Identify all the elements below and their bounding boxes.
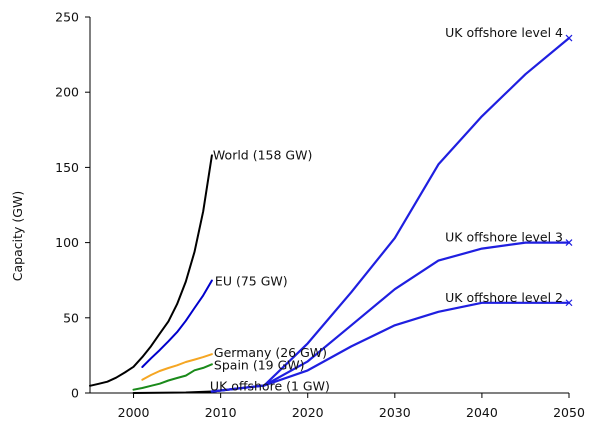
y-axis-label: Capacity (GW) xyxy=(10,191,25,281)
end-marker-uk-offshore-level-3 xyxy=(565,239,573,247)
series-labels: World (158 GW) EU (75 GW) Germany (26 GW)S… xyxy=(210,25,563,393)
x-tick-label: 2020 xyxy=(292,405,324,420)
y-tick-label: 0 xyxy=(71,386,79,401)
series-label-uk-offshore-level-3: UK offshore level 3 xyxy=(445,230,563,245)
end-marker-uk-offshore-level-2 xyxy=(565,299,573,307)
y-tick-label: 100 xyxy=(55,235,79,250)
series-label-world: World (158 GW) xyxy=(213,147,312,162)
x-tick-label: 2050 xyxy=(553,405,585,420)
y-tick-label: 50 xyxy=(63,310,79,325)
series-label-uk-offshore-level-4: UK offshore level 4 xyxy=(445,25,563,40)
series-line-uk-offshore xyxy=(132,390,213,394)
series-label-germany: Germany (26 GW) xyxy=(214,345,327,360)
series-lines xyxy=(89,34,573,394)
series-label-uk-offshore: UK offshore (1 GW) xyxy=(210,378,330,393)
x-tick-label: 2000 xyxy=(118,405,150,420)
y-tick-label: 200 xyxy=(55,85,79,100)
x-tick-label: 2040 xyxy=(466,405,498,420)
end-marker-uk-offshore-level-4 xyxy=(565,34,573,42)
series-line-world xyxy=(89,154,213,387)
series-line-uk-offshore-level-2 xyxy=(210,301,571,393)
y-tick-label: 250 xyxy=(55,10,79,25)
chart-axes: 0 50 100 150 200 250 2000 2010 2020 2030 2040 2050 xyxy=(55,10,585,421)
series-label-eu: EU (75 GW) xyxy=(215,274,288,289)
y-tick-label: 150 xyxy=(55,160,79,175)
series-line-eu xyxy=(141,279,213,368)
series-line-uk-offshore-level-3 xyxy=(210,241,571,393)
series-line-spain xyxy=(132,363,213,391)
x-tick-label: 2010 xyxy=(205,405,237,420)
x-tick-label: 2030 xyxy=(379,405,411,420)
series-label-spain: Spain (19 GW) xyxy=(214,357,305,372)
series-label-uk-offshore-level-2: UK offshore level 2 xyxy=(445,290,563,305)
series-line-germany xyxy=(141,353,213,381)
series-line-uk-offshore-level-4 xyxy=(210,36,571,393)
